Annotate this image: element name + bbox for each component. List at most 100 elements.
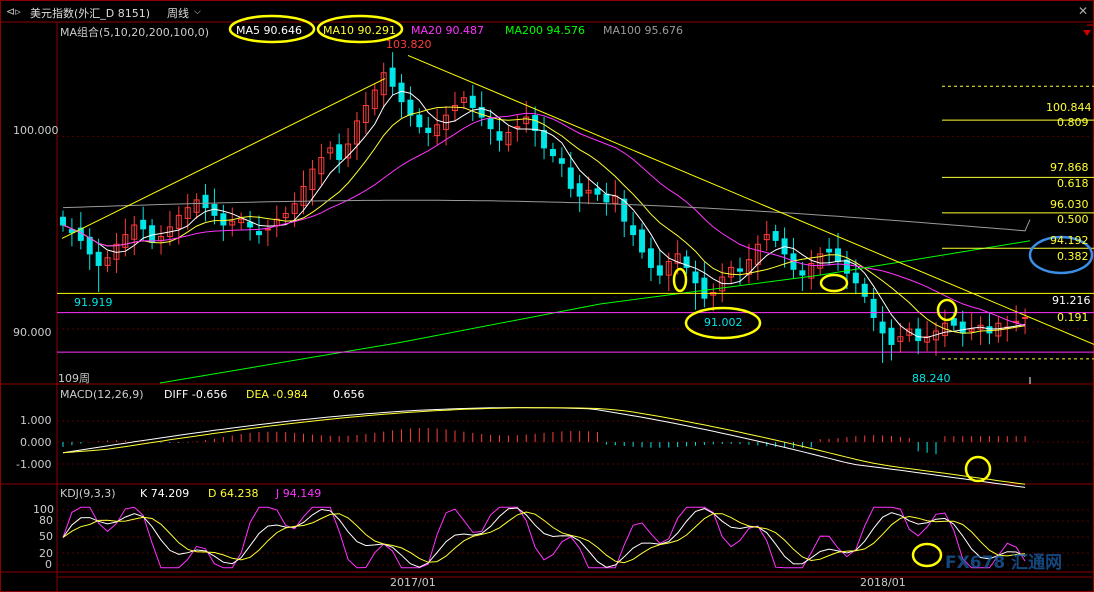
candle-body (532, 115, 539, 132)
candle-body (647, 248, 654, 268)
candle-body (745, 259, 752, 275)
price-tick: 90.000 (13, 326, 52, 339)
candle-body (291, 203, 298, 214)
candle-body (549, 148, 556, 157)
candle-body (149, 225, 156, 243)
ma20-label: MA20 90.487 (411, 24, 484, 37)
candle-body (104, 257, 111, 266)
toggle-icon[interactable]: ⊲▹ (6, 5, 21, 18)
kdj-tick: 80 (39, 514, 53, 527)
highlight-circle (228, 14, 316, 44)
macd-value-label: 0.656 (333, 388, 365, 401)
macd-tick: 0.000 (20, 436, 52, 449)
macd-tick: -1.000 (16, 458, 52, 471)
fib-ratio-label: 0.500 (1057, 213, 1089, 226)
candle-body (345, 143, 352, 159)
watermark: FX678 汇通网 (945, 553, 1063, 573)
bar-count-label: 109周 (58, 372, 90, 385)
uptrend-line (61, 78, 386, 239)
candle-body (380, 72, 387, 96)
kdj-d-line (62, 511, 1026, 564)
corner-marker (1083, 30, 1091, 36)
period-selector[interactable]: 周线 (167, 7, 189, 20)
candle-body (737, 268, 744, 272)
fib-ratio-label: 0.382 (1057, 250, 1089, 263)
candle-body (425, 127, 432, 133)
candle-body (861, 283, 868, 297)
candle-body (656, 265, 663, 276)
chevron-down-icon[interactable]: ⌵ (194, 7, 201, 17)
candle-body (496, 131, 503, 141)
candle-body (460, 97, 467, 103)
kdj-d-label: D 64.238 (208, 487, 259, 500)
candle-body (184, 207, 191, 219)
candle-body (630, 225, 637, 236)
macd-label[interactable]: MACD(12,26,9) (60, 388, 144, 401)
fib-ratio-label: 0.618 (1057, 177, 1089, 190)
candle-body (175, 214, 182, 229)
highlight-circle (672, 267, 688, 293)
candle-body (665, 261, 672, 276)
candle-body (318, 157, 325, 175)
candle-body (353, 120, 360, 145)
candle-body (193, 199, 200, 213)
close-icon[interactable]: ✕ (1078, 4, 1089, 18)
ma-group-label[interactable]: MA组合(5,10,20,200,100,0) (60, 26, 210, 39)
price-tick: 100.000 (13, 124, 59, 137)
candle-body (843, 259, 850, 274)
candle-body (639, 229, 646, 253)
candle-body (1022, 316, 1029, 319)
candle-body (879, 321, 886, 334)
candle-body (202, 194, 209, 209)
highlight-circle (316, 14, 404, 44)
candle-body (674, 253, 681, 264)
candle-body (514, 126, 521, 129)
candle-body (362, 105, 369, 123)
candle-body (371, 89, 378, 110)
fib-ratio-label: 0.809 (1057, 116, 1089, 129)
macd-tick: 1.000 (20, 414, 52, 427)
mid-low-label: 91.002 (704, 316, 743, 329)
highlight-circle (911, 542, 943, 568)
candle-body (229, 220, 236, 226)
candle-body (728, 266, 735, 278)
time-tick: 2017/01 (390, 576, 436, 589)
candle-body (558, 158, 565, 164)
kdj-tick: 0 (45, 558, 52, 571)
candle-body (131, 224, 138, 240)
ma5-line (62, 90, 1026, 339)
candle-body (621, 198, 628, 222)
candle-body (247, 221, 254, 228)
candle-body (238, 218, 245, 224)
candle-body (852, 272, 859, 284)
candle-body (897, 336, 904, 342)
candle-body (603, 193, 610, 203)
candle-body (968, 328, 975, 332)
candle-body (692, 271, 699, 284)
candle-body (255, 231, 262, 236)
fib-price-label: 100.844 (1046, 101, 1092, 114)
left-low-label: 91.919 (74, 296, 113, 309)
macd-diff-line (62, 407, 1026, 488)
candle-body (576, 183, 583, 197)
fib-price-label: 94.192 (1050, 234, 1089, 247)
candle-body (701, 277, 708, 299)
candle-body (95, 251, 102, 266)
ma200-line (159, 240, 1031, 384)
candle-body (915, 328, 922, 342)
highlight-circle (964, 455, 992, 483)
candle-body (140, 219, 147, 230)
ma100-line (62, 199, 1031, 232)
candle-body (300, 185, 307, 206)
title-bar: ⊲▹ 美元指数(外汇_D 8151) 周线 ⌵ ✕ (0, 0, 1094, 22)
candle-body (870, 298, 877, 318)
candle-body (86, 236, 93, 255)
kdj-label[interactable]: KDJ(9,3,3) (60, 487, 116, 500)
time-tick: 2018/01 (860, 576, 906, 589)
macd-dea-label: DEA -0.984 (246, 388, 308, 401)
ma200-label: MA200 94.576 (505, 24, 585, 37)
candle-body (763, 234, 770, 241)
candle-body (683, 256, 690, 268)
candle-body (60, 216, 66, 226)
